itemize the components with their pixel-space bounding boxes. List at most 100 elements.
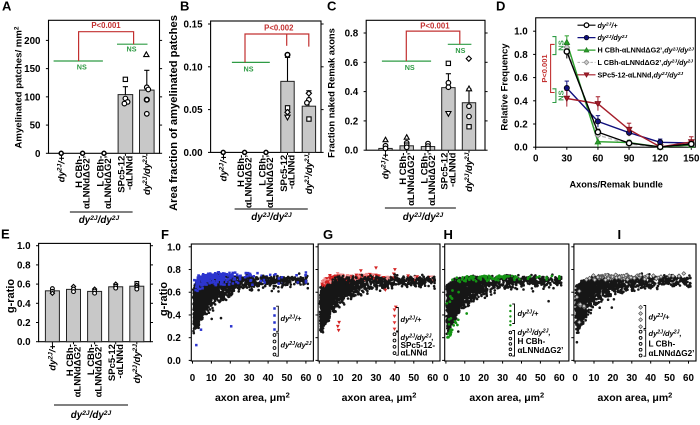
svg-text:1.0: 1.0 [167,242,181,253]
svg-text:H CBh-αLNNdΔG2’,dy2J/dy2J: H CBh-αLNNdΔG2’,dy2J/dy2J [598,46,695,55]
svg-text:NS: NS [127,45,137,54]
svg-text:dy2J/+: dy2J/+ [56,155,67,182]
svg-text:dy2J/dy2J,: dy2J/dy2J, [649,329,682,338]
svg-text:C: C [327,0,337,14]
svg-text:0: 0 [572,373,578,384]
svg-text:αLNNd: αLNNd [401,349,428,358]
svg-text:H CBh-: H CBh- [398,153,409,185]
svg-text:120: 120 [652,153,669,164]
svg-text:0: 0 [35,149,41,160]
svg-text:SPc5-12: SPc5-12 [279,155,290,192]
svg-text:dy2J/dy2J: dy2J/dy2J [281,340,312,349]
svg-text:0.15: 0.15 [184,20,204,31]
svg-text:dy2J/dy2J,: dy2J/dy2J, [401,333,434,342]
svg-text:0.8: 0.8 [167,265,181,276]
svg-text:60: 60 [554,373,565,384]
svg-text:L CBh-: L CBh- [86,344,97,375]
svg-text:0.2: 0.2 [345,116,359,127]
svg-text:L CBh-: L CBh- [419,153,430,184]
svg-text:50: 50 [282,373,293,384]
svg-text:150: 150 [24,64,41,75]
svg-text:0.0: 0.0 [17,337,31,348]
svg-text:g-ratio: g-ratio [158,282,170,317]
svg-text:0.8: 0.8 [17,260,31,271]
svg-text:0.4: 0.4 [17,299,31,310]
svg-text:200: 200 [24,36,41,47]
svg-text:0.2: 0.2 [167,333,181,344]
svg-text:dy2J/+: dy2J/+ [47,344,58,371]
svg-text:50: 50 [408,373,419,384]
svg-text:NS: NS [557,40,566,50]
svg-text:30: 30 [561,153,572,164]
svg-text:0.0: 0.0 [167,356,181,367]
svg-text:0.4: 0.4 [514,96,528,107]
svg-text:150: 150 [683,153,700,164]
svg-text:NS: NS [405,63,415,72]
svg-text:L CBh-: L CBh- [95,156,106,187]
svg-text:0.4: 0.4 [167,310,181,321]
svg-text:10: 10 [589,373,600,384]
svg-text:60: 60 [300,373,311,384]
svg-text:1.0: 1.0 [17,241,31,252]
svg-text:dy2J/+: dy2J/+ [649,313,671,322]
svg-text:P<0.002: P<0.002 [264,23,294,32]
svg-text:0.8: 0.8 [514,50,528,61]
svg-text:αLNNdΔG2’: αLNNdΔG2’ [265,155,276,208]
svg-text:L CBh-: L CBh- [257,155,268,186]
svg-text:0.4: 0.4 [345,87,359,98]
svg-text:dy2J/+: dy2J/+ [218,154,229,181]
svg-text:F: F [161,227,169,242]
svg-text:H: H [444,227,453,242]
svg-text:10: 10 [459,373,470,384]
svg-text:Axons/Remak bundle: Axons/Remak bundle [569,180,662,190]
svg-text:Fraction naked Remak axons: Fraction naked Remak axons [325,28,336,158]
svg-text:dy2J/+: dy2J/+ [401,315,423,324]
svg-text:G: G [323,227,333,242]
svg-text:αLNNdΔG2’: αLNNdΔG2’ [427,153,438,206]
svg-text:NS: NS [455,46,465,55]
svg-text:dy2J/dy2J,: dy2J/dy2J, [518,328,551,337]
svg-text:0: 0 [317,373,323,384]
svg-text:Area fraction of amyelinated p: Area fraction of amyelinated patches [168,15,180,211]
svg-text:SPc5-12: SPc5-12 [440,153,451,190]
svg-text:SPc5-12-: SPc5-12- [401,341,436,350]
svg-text:g-ratio: g-ratio [5,279,17,314]
svg-text:axon area, μm2: axon area, μm2 [598,390,673,404]
svg-text:dy2J/dy2J: dy2J/dy2J [132,344,143,384]
svg-text:axon area, μm2: axon area, μm2 [215,390,290,404]
svg-text:30: 30 [497,373,508,384]
svg-text:P<0.001: P<0.001 [540,54,549,82]
svg-text:axon area, μm2: axon area, μm2 [342,390,417,404]
svg-text:H CBh-: H CBh- [74,156,85,188]
svg-text:dy2J/+: dy2J/+ [381,152,392,179]
svg-text:0.2: 0.2 [514,120,528,131]
svg-text:50: 50 [30,121,41,132]
svg-text:-αLNNd: -αLNNd [448,152,459,187]
svg-text:0.6: 0.6 [345,58,359,69]
svg-text:10: 10 [206,373,217,384]
svg-text:αLNNdΔG2’: αLNNdΔG2’ [406,153,417,206]
svg-text:30: 30 [371,373,382,384]
svg-text:L CBh-αLNNdΔG2’,dy2J/dy2J: L CBh-αLNNdΔG2’,dy2J/dy2J [598,58,694,67]
svg-text:dy2J/dy2J: dy2J/dy2J [251,212,292,223]
svg-text:0.2: 0.2 [17,318,31,329]
svg-text:axon area, μm2: axon area, μm2 [469,390,544,404]
svg-text:0.0: 0.0 [514,143,528,154]
svg-text:I: I [618,227,622,242]
svg-text:H CBh-: H CBh- [65,344,76,376]
svg-text:-αLNNd: -αLNNd [125,156,136,191]
svg-text:dy2J/dy2J: dy2J/dy2J [79,215,120,226]
svg-text:dy2J/+: dy2J/+ [281,314,303,323]
svg-text:αLNNdΔG2’: αLNNdΔG2’ [103,156,114,209]
svg-text:60: 60 [683,373,694,384]
svg-text:P<0.001: P<0.001 [420,22,450,31]
svg-text:-αLNNd: -αLNNd [287,155,298,190]
svg-text:H CBh-: H CBh- [518,337,546,346]
svg-text:E: E [1,227,10,242]
svg-text:P<0.001: P<0.001 [91,21,121,30]
svg-text:NS: NS [557,90,566,100]
svg-text:dy2J/dy2J: dy2J/dy2J [598,33,628,42]
svg-text:αLNNdΔG2’: αLNNdΔG2’ [244,155,255,208]
svg-text:A: A [2,0,12,14]
svg-text:10: 10 [333,373,344,384]
